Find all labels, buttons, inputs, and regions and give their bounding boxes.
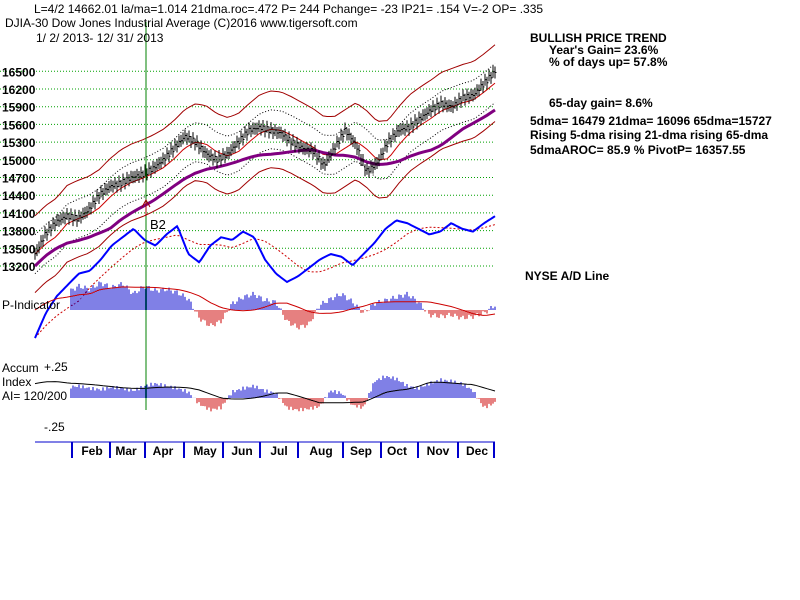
y-tick-label: 13200 xyxy=(2,260,36,274)
days-up: % of days up= 57.8% xyxy=(549,55,668,69)
ai-label: AI= 120/200 xyxy=(2,389,68,403)
y-tick-label: 15000 xyxy=(2,154,36,168)
accum-hi-label: +.25 xyxy=(44,360,68,374)
month-label: Feb xyxy=(81,444,102,458)
pindicator-ma xyxy=(34,286,496,316)
aroc-pivot: 5dmaAROC= 85.9 % PivotP= 16357.55 xyxy=(530,143,746,157)
years-gain: Year's Gain= 23.6% xyxy=(549,43,659,57)
y-tick-label: 16200 xyxy=(2,83,36,97)
month-label: Apr xyxy=(153,444,174,458)
y-tick-label: 15900 xyxy=(2,101,36,115)
y-tick-label: 14100 xyxy=(2,207,36,221)
y-tick-label: 13500 xyxy=(2,242,36,256)
gain-65: 65-day gain= 8.6% xyxy=(549,96,653,110)
month-label: Nov xyxy=(427,444,450,458)
month-label: Jun xyxy=(231,444,252,458)
y-tick-label: 14400 xyxy=(2,189,36,203)
dma-values: 5dma= 16479 21dma= 16096 65dma=15727 xyxy=(530,114,772,128)
inner-band xyxy=(34,63,496,236)
y-tick-label: 13800 xyxy=(2,225,36,239)
accum-label: Accum xyxy=(2,361,39,375)
header-line1: L=4/2 14662.01 la/ma=1.014 21dma.roc=.47… xyxy=(34,2,544,16)
header-line2: DJIA-30 Dow Jones Industrial Average (C)… xyxy=(5,16,358,30)
ma21-line xyxy=(34,82,496,255)
index-label: Index xyxy=(2,375,32,389)
month-label: Mar xyxy=(115,444,137,458)
accum-lo-label: -.25 xyxy=(44,420,65,434)
month-label: Aug xyxy=(309,444,332,458)
adline-series xyxy=(34,215,496,339)
trend-label: BULLISH PRICE TREND xyxy=(530,31,667,45)
accum-ma xyxy=(34,381,496,404)
signal-arrowhead xyxy=(141,198,151,208)
bollinger-band xyxy=(34,44,496,217)
ma65-line xyxy=(33,108,496,268)
bollinger-band xyxy=(34,121,496,293)
y-tick-label: 15300 xyxy=(2,136,36,150)
month-label: Jul xyxy=(270,444,287,458)
pindicator-label: P-Indicator xyxy=(2,298,61,312)
signal-label: B2 xyxy=(150,217,166,232)
month-label: Sep xyxy=(350,444,372,458)
month-label: May xyxy=(193,444,217,458)
y-tick-label: 15600 xyxy=(2,118,36,132)
adline-label: NYSE A/D Line xyxy=(525,269,610,283)
rising-status: Rising 5-dma rising 21-dma rising 65-dma xyxy=(530,128,769,142)
month-label: Oct xyxy=(387,444,407,458)
month-label: Dec xyxy=(466,444,488,458)
date-range: 1/ 2/ 2013- 12/ 31/ 2013 xyxy=(36,31,164,45)
y-tick-label: 16500 xyxy=(2,65,36,79)
inner-band xyxy=(34,102,496,275)
y-tick-label: 14700 xyxy=(2,172,36,186)
